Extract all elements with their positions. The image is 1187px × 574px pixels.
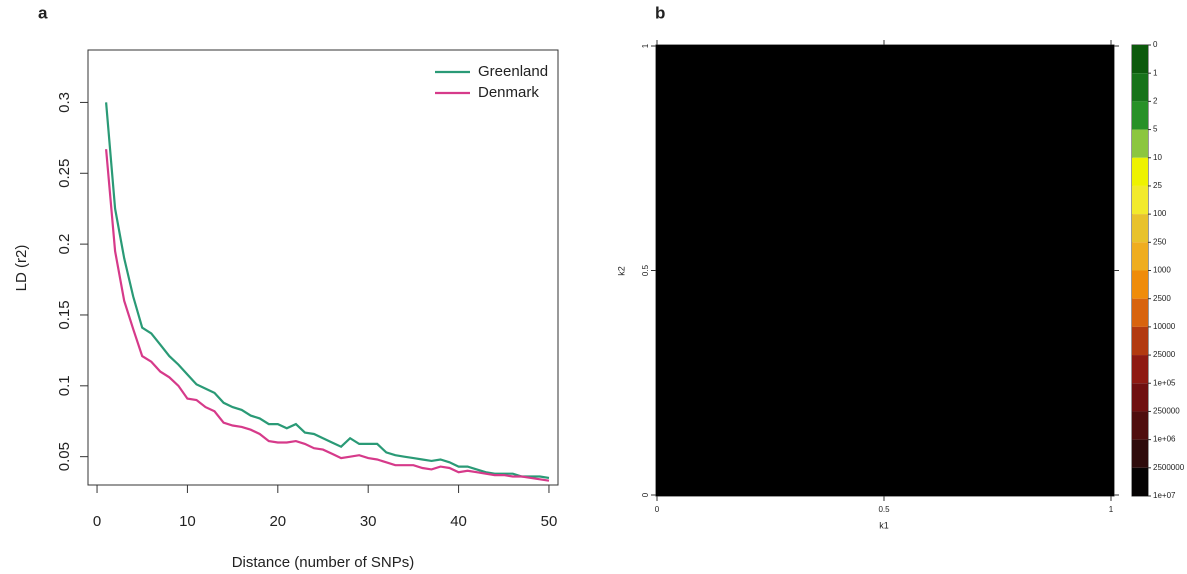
- colorbar-tick-label: 1e+06: [1153, 435, 1176, 444]
- plot-frame: [87, 49, 559, 486]
- colorbar-tick-label: 1: [1153, 68, 1158, 77]
- panel-label: a: [38, 3, 48, 22]
- x-axis-label: k1: [879, 520, 889, 530]
- colorbar-tick-label: 100: [1153, 209, 1167, 218]
- x-tick-label: 1: [1109, 505, 1114, 514]
- y-tick-label: 0.25: [56, 159, 73, 188]
- x-tick-label: 0: [655, 505, 660, 514]
- x-tick-label: 20: [269, 513, 286, 530]
- colorbar-tick-label: 2500000: [1153, 463, 1185, 472]
- colorbar-swatch: [1132, 185, 1148, 215]
- colorbar-tick-label: 1e+07: [1153, 491, 1176, 500]
- colorbar-swatch: [1132, 157, 1148, 186]
- colorbar-swatch: [1132, 214, 1148, 243]
- colorbar-tick-label: 10000: [1153, 322, 1176, 331]
- legend-label: Denmark: [478, 84, 539, 101]
- colorbar-swatch: [1132, 383, 1148, 412]
- colorbar-tick-label: 250000: [1153, 407, 1180, 416]
- colorbar-swatch: [1132, 270, 1148, 299]
- y-tick-label: 1: [641, 43, 650, 48]
- colorbar-tick-label: 250: [1153, 237, 1167, 246]
- y-tick-label: 0: [641, 492, 650, 497]
- x-tick-label: 30: [360, 513, 377, 530]
- colorbar-tick-label: 0: [1153, 40, 1158, 49]
- colorbar-swatch: [1132, 73, 1148, 102]
- y-tick-label: 0.3: [56, 92, 73, 113]
- x-tick-label: 0.5: [878, 505, 890, 514]
- y-tick-label: 0.15: [56, 300, 73, 329]
- colorbar-swatch: [1132, 101, 1148, 130]
- x-axis-label: Distance (number of SNPs): [232, 554, 415, 571]
- y-axis-label: LD (r2): [13, 245, 30, 292]
- x-tick-label: 10: [179, 513, 196, 530]
- colorbar-tick-label: 2500: [1153, 294, 1171, 303]
- colorbar-tick-label: 1000: [1153, 266, 1171, 275]
- colorbar-swatch: [1132, 467, 1148, 496]
- colorbar-swatch: [1132, 298, 1148, 327]
- colorbar-swatch: [1132, 45, 1148, 74]
- y-tick-label: 0.5: [641, 264, 650, 276]
- colorbar-tick-label: 25000: [1153, 350, 1176, 359]
- y-tick-label: 0.05: [56, 442, 73, 471]
- colorbar-tick-label: 2: [1153, 96, 1158, 105]
- colorbar-tick-label: 5: [1153, 125, 1158, 134]
- colorbar-tick-label: 1e+05: [1153, 378, 1176, 387]
- colorbar-swatch: [1132, 439, 1148, 468]
- legend-label: Greenland: [478, 63, 548, 80]
- y-axis-label: k2: [616, 266, 626, 276]
- colorbar-swatch: [1132, 411, 1148, 440]
- colorbar-swatch: [1132, 242, 1148, 271]
- x-tick-label: 0: [93, 513, 101, 530]
- panel-label: b: [655, 3, 665, 22]
- y-tick-label: 0.1: [56, 375, 73, 396]
- x-tick-label: 40: [450, 513, 467, 530]
- x-tick-label: 50: [541, 513, 558, 530]
- line: [105, 149, 550, 482]
- colorbar-tick-label: 25: [1153, 181, 1162, 190]
- y-tick-label: 0.2: [56, 234, 73, 255]
- colorbar-swatch: [1132, 355, 1148, 384]
- colorbar-swatch: [1132, 129, 1148, 158]
- colorbar-tick-label: 10: [1153, 153, 1162, 162]
- line: [105, 102, 550, 479]
- colorbar-swatch: [1132, 326, 1148, 356]
